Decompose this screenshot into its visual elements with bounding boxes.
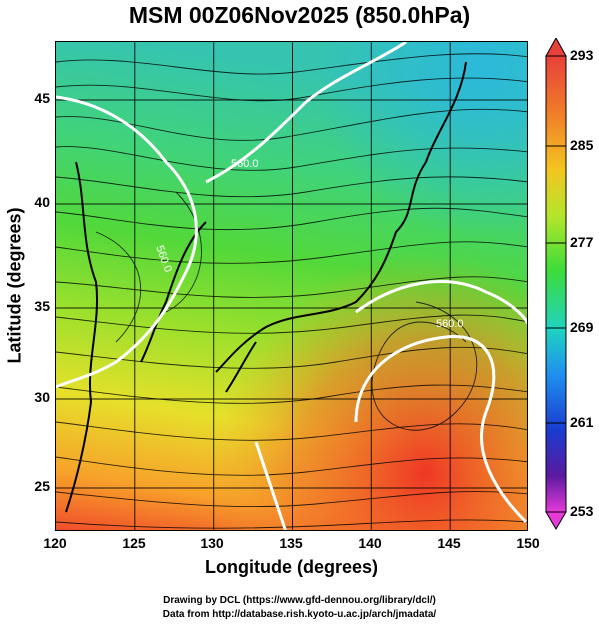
credit-drawing: Drawing by DCL (https://www.gfd-dennou.o… [163, 595, 436, 606]
y-axis-label: Latitude (degrees) [4, 207, 25, 364]
y-tick-label: 40 [34, 194, 50, 210]
y-tick-label: 30 [34, 389, 50, 405]
y-tick-label: 45 [34, 90, 50, 106]
coastline [65, 61, 467, 513]
height-contours [56, 42, 527, 530]
colorbar [545, 38, 567, 530]
x-tick-label: 150 [516, 535, 540, 551]
contour-label: 560.0 [231, 158, 259, 170]
streamlines [56, 53, 527, 529]
colorbar-label: 253 [570, 503, 594, 519]
credit-data-source: Data from http://database.rish.kyoto-u.a… [162, 609, 437, 620]
x-tick-label: 125 [122, 535, 146, 551]
contour-label: 560.0 [436, 318, 464, 330]
x-tick-label: 140 [358, 535, 382, 551]
colorbar-label: 277 [570, 234, 594, 250]
x-tick-label: 135 [279, 535, 303, 551]
colorbar-bottom-triangle [545, 511, 567, 530]
colorbar-top-triangle [545, 38, 567, 57]
y-tick-label: 35 [34, 298, 50, 314]
map-title: MSM 00Z06Nov2025 (850.0hPa) [128, 2, 471, 28]
y-tick-label: 25 [34, 478, 50, 494]
colorbar-label: 293 [570, 47, 594, 63]
map-plot-area: 560.0 560.0 560.0 [55, 41, 528, 531]
x-tick-label: 120 [43, 535, 67, 551]
x-tick-label: 130 [200, 535, 224, 551]
x-tick-label: 145 [437, 535, 461, 551]
temperature-field: 560.0 560.0 560.0 [56, 42, 527, 530]
colorbar-label: 269 [570, 319, 594, 335]
colorbar-label: 261 [570, 414, 594, 430]
colorbar-label: 285 [570, 137, 594, 153]
x-axis-label: Longitude (degrees) [204, 557, 378, 577]
colorbar-body [545, 55, 567, 513]
